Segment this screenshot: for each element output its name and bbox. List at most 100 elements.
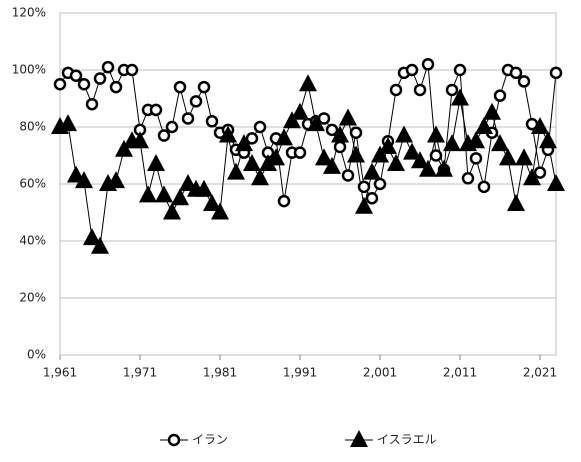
- marker: [347, 145, 365, 163]
- marker: [387, 154, 405, 172]
- marker: [173, 80, 187, 94]
- marker: [139, 185, 157, 203]
- marker: [75, 171, 93, 189]
- series-line: [59, 84, 557, 248]
- marker: [85, 97, 99, 111]
- y-tick-label: 120%: [12, 6, 46, 20]
- marker: [163, 202, 181, 220]
- y-tick-label: 0%: [27, 348, 46, 362]
- marker: [371, 145, 389, 163]
- marker: [389, 83, 403, 97]
- marker: [251, 168, 269, 186]
- marker: [115, 139, 133, 157]
- marker: [243, 154, 261, 172]
- marker: [349, 126, 363, 139]
- marker: [517, 75, 531, 88]
- marker: [165, 120, 179, 134]
- marker: [53, 78, 67, 91]
- marker: [509, 66, 523, 80]
- x-tick-label: 1,991: [283, 366, 317, 380]
- marker: [283, 111, 301, 129]
- marker: [299, 74, 317, 92]
- x-tick-label: 1,971: [123, 366, 157, 380]
- marker: [189, 95, 203, 108]
- marker: [491, 134, 509, 152]
- marker: [451, 88, 469, 106]
- marker: [171, 188, 189, 206]
- marker: [395, 125, 413, 143]
- marker: [101, 60, 115, 74]
- marker: [219, 125, 237, 143]
- marker: [435, 159, 453, 177]
- legend-item: イラン: [160, 433, 228, 447]
- marker: [277, 194, 291, 208]
- marker: [467, 131, 485, 149]
- marker: [83, 228, 101, 246]
- marker: [469, 152, 483, 165]
- marker: [475, 117, 493, 134]
- marker: [181, 112, 195, 125]
- marker: [427, 125, 445, 143]
- marker: [259, 154, 277, 172]
- marker: [235, 134, 253, 152]
- marker: [131, 131, 149, 149]
- y-tick-label: 100%: [12, 63, 46, 77]
- marker: [107, 171, 125, 189]
- marker: [323, 156, 341, 174]
- marker: [461, 172, 475, 185]
- legend-label: イラン: [192, 433, 228, 447]
- marker: [267, 148, 285, 166]
- x-tick-label: 2,011: [443, 366, 477, 380]
- marker: [149, 103, 163, 117]
- marker: [331, 125, 349, 143]
- marker: [411, 151, 429, 169]
- marker: [357, 180, 371, 194]
- marker: [403, 142, 421, 160]
- marker: [363, 162, 381, 180]
- marker: [379, 136, 397, 154]
- y-tick-label: 20%: [19, 291, 46, 305]
- marker: [539, 131, 557, 149]
- x-tick-label: 2,021: [523, 366, 557, 380]
- marker: [77, 78, 91, 91]
- marker: [499, 148, 517, 166]
- marker: [355, 196, 373, 214]
- marker: [453, 63, 467, 77]
- marker: [443, 134, 461, 152]
- marker: [307, 114, 325, 132]
- marker: [195, 179, 213, 197]
- marker: [197, 80, 211, 94]
- y-tick-label: 40%: [19, 234, 46, 248]
- marker: [507, 193, 525, 211]
- marker: [365, 192, 379, 205]
- marker: [429, 149, 443, 162]
- marker: [155, 185, 173, 203]
- marker: [245, 132, 259, 145]
- marker: [147, 154, 165, 172]
- marker: [421, 58, 435, 71]
- marker: [91, 236, 109, 254]
- legend-label: イスラエル: [377, 433, 437, 447]
- marker: [339, 108, 357, 126]
- marker: [547, 174, 565, 191]
- marker: [493, 89, 507, 102]
- x-tick-label: 1,961: [43, 366, 77, 380]
- marker: [533, 166, 547, 179]
- marker: [445, 83, 459, 97]
- marker: [59, 114, 77, 132]
- marker: [405, 63, 419, 77]
- marker: [205, 115, 219, 128]
- marker: [419, 159, 437, 177]
- marker: [109, 80, 123, 94]
- marker: [167, 433, 181, 447]
- marker: [413, 83, 427, 97]
- marker: [549, 66, 563, 80]
- marker: [315, 148, 333, 166]
- marker: [333, 140, 347, 154]
- marker: [93, 72, 107, 85]
- marker: [291, 102, 309, 120]
- legend-item: イスラエル: [345, 430, 437, 447]
- y-tick-label: 60%: [19, 177, 46, 191]
- marker: [253, 120, 267, 134]
